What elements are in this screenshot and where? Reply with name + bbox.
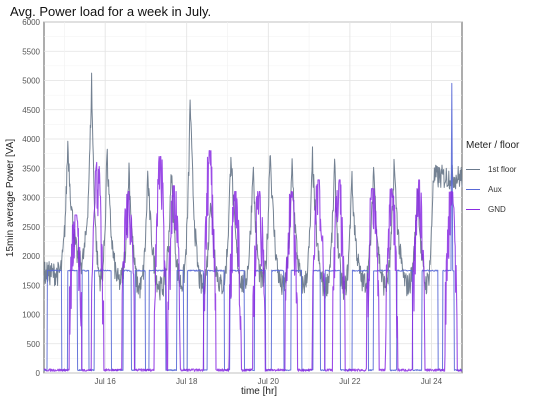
y-tick-label: 2500 xyxy=(22,223,40,232)
y-tick-label: 2000 xyxy=(22,252,40,261)
x-tick-label: Jul 22 xyxy=(339,377,361,386)
y-axis-title: 15min average Power [VA] xyxy=(5,139,16,257)
y-tick-label: 3000 xyxy=(22,194,40,203)
y-tick-label: 1000 xyxy=(22,311,40,320)
legend-key-1st-floor xyxy=(466,168,480,170)
legend-key-aux xyxy=(466,188,480,190)
y-tick-label: 5000 xyxy=(22,77,40,86)
axis-layer: 0 500 1000 1500 2000 2500 3000 3500 4000 4500 5000… xyxy=(22,18,442,386)
x-tick-label: Jul 24 xyxy=(421,377,443,386)
x-tick-label: Jul 20 xyxy=(258,377,280,386)
legend-title: Meter / floor xyxy=(466,140,520,151)
legend-item-1st-floor: 1st floor xyxy=(466,159,548,179)
x-tick-label: Jul 18 xyxy=(176,377,198,386)
y-tick-label: 4500 xyxy=(22,106,40,115)
chart-title: Avg. Power load for a week in July. xyxy=(10,4,212,19)
legend-item-gnd: GND xyxy=(466,199,548,219)
y-tick-label: 500 xyxy=(27,340,41,349)
series-line-1st-floor xyxy=(43,72,463,301)
y-tick-label: 0 xyxy=(36,369,41,378)
legend-label: GND xyxy=(488,204,506,214)
y-tick-label: 1500 xyxy=(22,281,40,290)
legend-label: 1st floor xyxy=(488,164,517,174)
series-layer xyxy=(43,72,463,372)
legend-key-gnd xyxy=(466,208,480,210)
series-line-gnd xyxy=(43,150,463,372)
y-tick-label: 4000 xyxy=(22,135,40,144)
legend: Meter / floor 1st floor Aux GND xyxy=(466,140,548,219)
y-tick-label: 5500 xyxy=(22,47,40,56)
legend-label: Aux xyxy=(488,184,502,194)
y-tick-label: 6000 xyxy=(22,18,40,27)
x-tick-label: Jul 16 xyxy=(94,377,116,386)
y-tick-label: 3500 xyxy=(22,164,40,173)
legend-item-aux: Aux xyxy=(466,179,548,199)
x-axis-title: time [hr] xyxy=(241,386,277,397)
